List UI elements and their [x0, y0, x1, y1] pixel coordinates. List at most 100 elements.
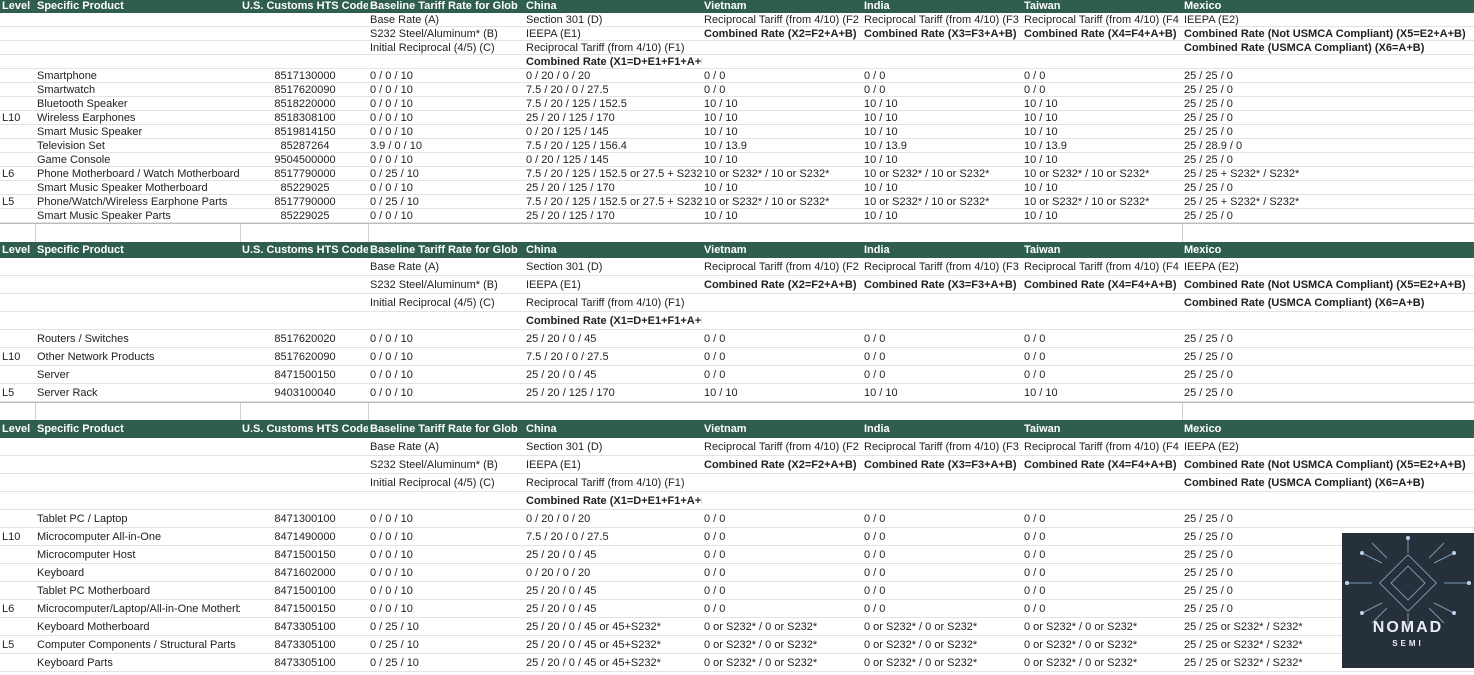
column-header: Vietnam	[704, 244, 747, 256]
column-header: China	[526, 423, 557, 435]
row-border	[0, 110, 1474, 111]
level-cell: L10	[2, 531, 21, 543]
data-cell: 8473305100	[274, 621, 336, 633]
data-cell: 0 / 0	[704, 603, 726, 615]
column-border	[240, 402, 241, 420]
subheader-cell: Combined Rate (Not USMCA Compliant) (X5=…	[1184, 279, 1466, 291]
data-cell: 25 / 25 / 0	[1184, 549, 1233, 561]
data-cell: 25 / 20 / 0 / 45 or 45+S232*	[526, 621, 661, 633]
data-cell: 0 / 0	[864, 531, 886, 543]
data-cell: 8471300100	[274, 513, 336, 525]
subheader-cell: Base Rate (A)	[370, 14, 440, 26]
data-cell: 25 / 25 / 0	[1184, 112, 1233, 124]
subheader-cell: Reciprocal Tariff (from 4/10) (F3	[864, 441, 1019, 453]
data-cell: 25 / 25 / 0	[1184, 70, 1233, 82]
data-cell: 8471500150	[274, 603, 336, 615]
column-header: Specific Product	[37, 244, 124, 256]
data-cell: 85287264	[280, 140, 330, 152]
data-cell: 0 / 0 / 10	[370, 210, 413, 222]
data-cell: 8517790000	[274, 196, 336, 208]
data-cell: Other Network Products	[37, 351, 155, 363]
data-cell: 10 or S232* / 10 or S232*	[864, 196, 990, 208]
data-cell: 10 or S232* / 10 or S232*	[864, 168, 990, 180]
data-cell: 0 / 0	[704, 84, 726, 96]
data-cell: 0 / 0	[1024, 351, 1046, 363]
level-cell: L5	[2, 387, 15, 399]
data-cell: 25 / 25 / 0	[1184, 333, 1233, 345]
data-cell: Tablet PC Motherboard	[37, 585, 151, 597]
data-cell: 8518308100	[274, 112, 336, 124]
column-header: Specific Product	[37, 423, 124, 435]
data-cell: 8518220000	[274, 98, 336, 110]
subheader-cell: Reciprocal Tariff (from 4/10) (F2	[704, 441, 859, 453]
row-border	[0, 347, 1474, 348]
data-cell: Microcomputer All-in-One	[37, 531, 162, 543]
data-cell: 0 / 0 / 10	[370, 513, 413, 525]
data-cell: 0 / 0 / 10	[370, 333, 413, 345]
subheader-cell: Combined Rate (X3=F3+A+B)	[864, 279, 1017, 291]
data-cell: 0 / 0 / 10	[370, 549, 413, 561]
data-cell: 10 / 10	[1024, 126, 1058, 138]
subheader-cell: S232 Steel/Aluminum* (B)	[370, 28, 498, 40]
row-border	[0, 527, 1474, 528]
data-cell: Smart Music Speaker Motherboard	[37, 182, 208, 194]
data-cell: 0 / 0	[864, 333, 886, 345]
subheader-cell: Base Rate (A)	[370, 441, 440, 453]
data-cell: 0 / 20 / 125 / 145	[526, 126, 609, 138]
data-cell: 25 / 25 / 0	[1184, 531, 1233, 543]
data-cell: 25 / 28.9 / 0	[1184, 140, 1243, 152]
row-border	[0, 96, 1474, 97]
data-cell: 85229025	[280, 210, 330, 222]
data-cell: 0 / 0 / 10	[370, 567, 413, 579]
data-cell: Bluetooth Speaker	[37, 98, 128, 110]
data-cell: 10 / 10	[1024, 182, 1058, 194]
data-cell: 0 / 0 / 10	[370, 369, 413, 381]
data-cell: 25 / 25 / 0	[1184, 84, 1233, 96]
row-border	[0, 635, 1474, 636]
row-border	[0, 138, 1474, 139]
column-header: China	[526, 244, 557, 256]
data-cell: 10 or S232* / 10 or S232*	[1024, 168, 1150, 180]
column-border	[1182, 402, 1183, 420]
column-header: China	[526, 0, 557, 12]
data-cell: 0 / 25 / 10	[370, 657, 419, 669]
data-cell: 0 / 20 / 0 / 20	[526, 567, 591, 579]
level-cell: L10	[2, 351, 21, 363]
column-header: Mexico	[1184, 244, 1222, 256]
subheader-cell: Initial Reciprocal (4/5) (C)	[370, 42, 495, 54]
data-cell: 0 / 0 / 10	[370, 603, 413, 615]
data-cell: Keyboard Parts	[37, 657, 113, 669]
data-cell: 8517620020	[274, 333, 336, 345]
data-cell: 0 / 0 / 10	[370, 154, 413, 166]
row-border	[0, 293, 1474, 294]
data-cell: 10 / 10	[704, 154, 738, 166]
data-cell: Television Set	[37, 140, 105, 152]
data-cell: 0 / 20 / 0 / 20	[526, 70, 591, 82]
data-cell: 8473305100	[274, 657, 336, 669]
level-cell: L6	[2, 603, 15, 615]
row-border	[0, 545, 1474, 546]
data-cell: 7.5 / 20 / 125 / 152.5 or 27.5 + S232'	[526, 168, 702, 180]
data-cell: 25 / 25 / 0	[1184, 351, 1233, 363]
data-cell: 10 / 10	[704, 387, 738, 399]
row-border	[0, 124, 1474, 125]
row-border	[0, 401, 1474, 402]
data-cell: 10 / 10	[864, 98, 898, 110]
data-cell: 0 / 0	[864, 513, 886, 525]
row-border	[0, 275, 1474, 276]
row-border	[0, 152, 1474, 153]
data-cell: 10 / 10	[704, 112, 738, 124]
row-border	[0, 208, 1474, 209]
subheader-cell: Reciprocal Tariff (from 4/10) (F4	[1024, 441, 1179, 453]
data-cell: 10 / 10	[1024, 210, 1058, 222]
data-cell: 0 / 0	[1024, 84, 1046, 96]
subheader-cell: Combined Rate (X1=D+E1+F1+A+B)	[526, 495, 702, 507]
data-cell: 8471500150	[274, 549, 336, 561]
column-border	[35, 402, 36, 420]
subheader-cell: Combined Rate (X4=F4+A+B)	[1024, 28, 1177, 40]
data-cell: 25 / 25 + S232* / S232*	[1184, 196, 1300, 208]
header-row	[0, 420, 1474, 438]
data-cell: 0 / 20 / 125 / 145	[526, 154, 609, 166]
subheader-cell: Reciprocal Tariff (from 4/10) (F4	[1024, 261, 1179, 273]
data-cell: 10 / 10	[864, 387, 898, 399]
